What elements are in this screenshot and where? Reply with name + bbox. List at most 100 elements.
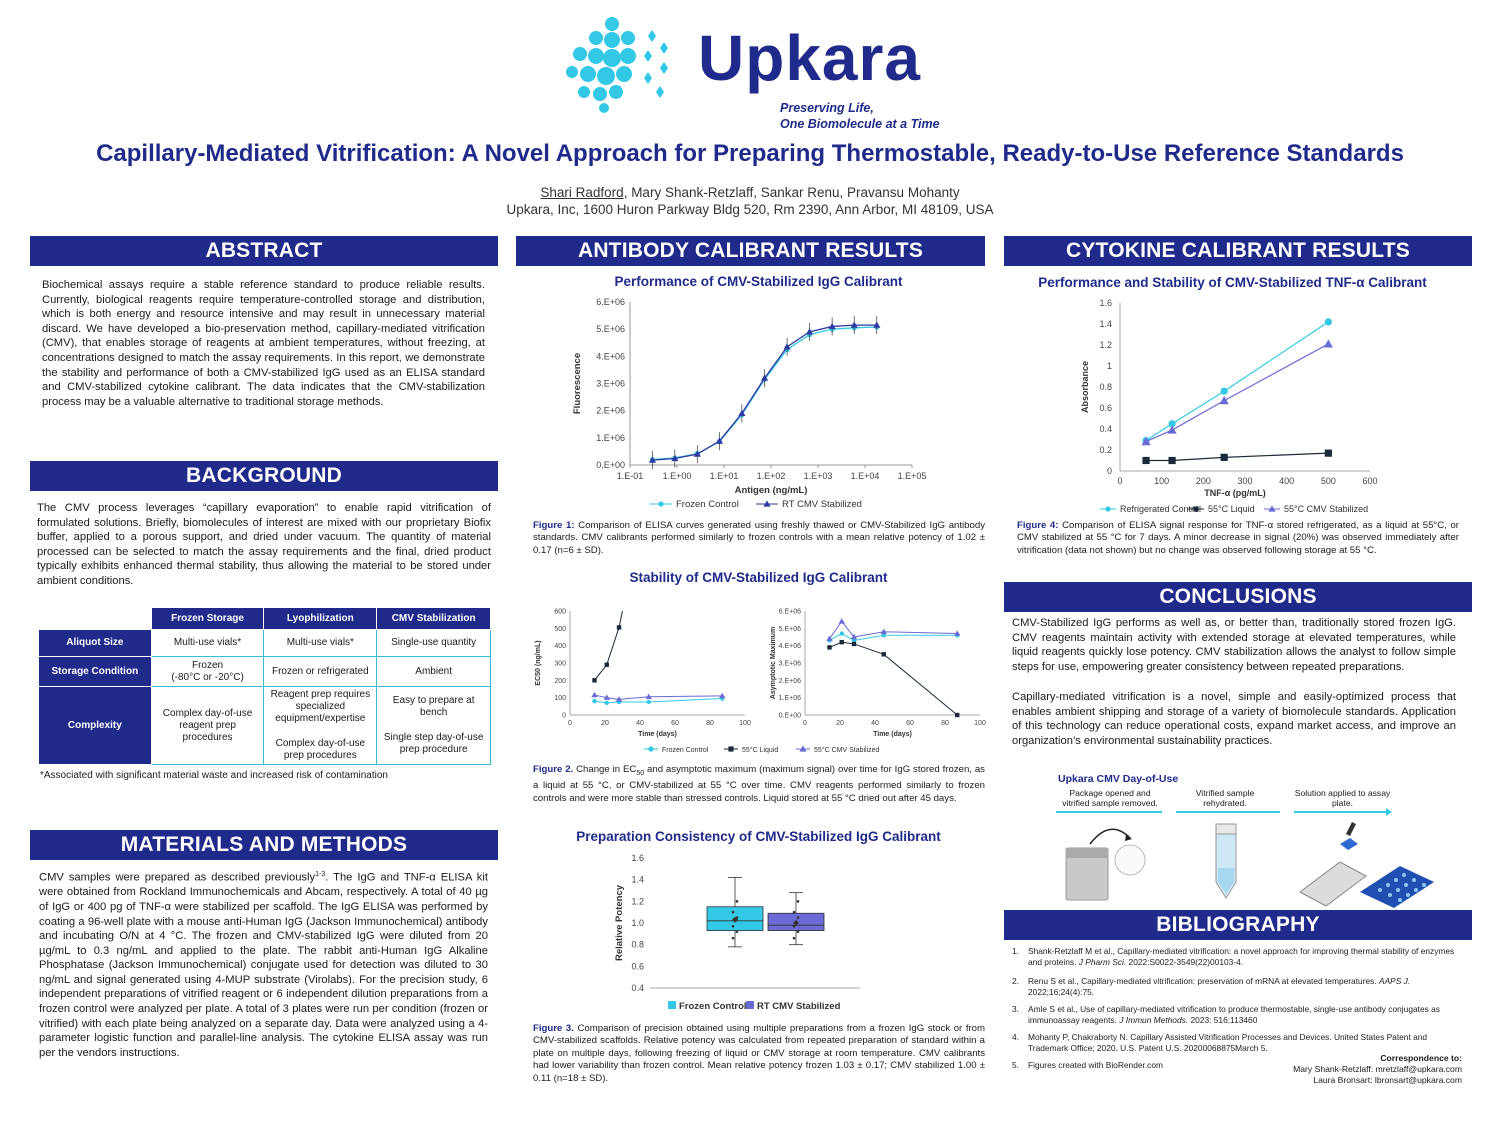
x-tick-label: 40 [871, 720, 879, 727]
workflow-step-3: Solution applied to assay plate. [1294, 788, 1391, 808]
y-tick-label: 3.E+06 [596, 379, 625, 389]
legend-label: RT CMV Stabilized [782, 499, 862, 510]
y-tick-label: 1.2 [631, 896, 644, 906]
y-axis-label: Fluorescence [572, 353, 583, 414]
legend-swatch [668, 1001, 676, 1009]
data-point [1167, 425, 1177, 434]
x-tick-label: 60 [671, 720, 679, 727]
table-cell: Multi-use vials* [263, 629, 378, 657]
ref-text: Renu S et al., Capillary-mediated vitrif… [1028, 976, 1411, 997]
data-point [839, 631, 844, 636]
methods-text-part: . The IgG and TNF-α ELISA kit were obtai… [39, 871, 488, 1059]
fig2-caption: Figure 2. Change in EC50 and asymptotic … [533, 764, 985, 805]
data-point [1324, 318, 1332, 326]
contact-2: Laura Bronsart: lbronsart@upkara.com [1313, 1075, 1462, 1085]
x-tick-label: 100 [974, 720, 986, 727]
data-point [731, 924, 735, 928]
series-1 [648, 316, 881, 470]
data-point [604, 662, 609, 667]
data-point [1324, 449, 1332, 457]
x-tick-label: 600 [1362, 476, 1377, 486]
y-tick-label: 3.E+06 [779, 661, 801, 668]
data-point [1220, 453, 1228, 461]
x-tick-label: 80 [941, 720, 949, 727]
y-tick-label: 0.8 [631, 940, 644, 950]
y-tick-label: 0.6 [1099, 403, 1112, 413]
y-axis-label: Asymptotic Maximum [770, 627, 777, 699]
table-cell: Frozen or refrigerated [263, 656, 378, 687]
y-tick-label: 6.E+06 [596, 297, 625, 307]
y-tick-label: 5.E+06 [779, 626, 801, 633]
brand-name: Upkara [698, 22, 921, 94]
x-tick-label: 40 [636, 720, 644, 727]
fig1-title: Performance of CMV-Stabilized IgG Calibr… [614, 274, 903, 289]
x-tick-label: 20 [601, 720, 609, 727]
fig4-title: Performance and Stability of CMV-Stabili… [1038, 275, 1427, 290]
series-line [829, 620, 958, 640]
y-tick-label: 1.4 [631, 875, 644, 885]
mean-marker [793, 920, 799, 926]
figure-1-chart: 0.E+00 1.E+06 2.E+06 3.E+06 4.E+06 5.E+06 6.E+… [572, 297, 926, 510]
legend-label: 55°C CMV Stabilized [1284, 504, 1368, 514]
x-tick-label: 200 [1196, 476, 1211, 486]
col-frozen-storage: Frozen Storage [150, 607, 265, 630]
series-line [1146, 452, 1329, 462]
antibody-heading: ANTIBODY CALIBRANT RESULTS [516, 236, 985, 266]
y-tick-label: 2.E+06 [779, 678, 801, 685]
data-point [671, 454, 679, 462]
y-axis-label: Relative Potency [614, 884, 625, 961]
data-point [1219, 396, 1229, 405]
data-point [616, 625, 622, 630]
data-point [1105, 506, 1111, 512]
methods-text: CMV samples were prepared as described p… [39, 868, 488, 1060]
bibliography-list: 1. Shank-Retzlaff M et al., Capillary-med… [1012, 946, 1462, 1076]
data-point [646, 699, 651, 705]
table-cell-part: Easy to prepare at bench [392, 695, 475, 718]
data-point [783, 343, 791, 350]
y-tick-label: 1.2 [1099, 340, 1112, 350]
row-label-complexity: Complexity [38, 686, 152, 765]
upkara-logo-mark [566, 17, 668, 113]
cytokine-heading: CYTOKINE CALIBRANT RESULTS [1004, 236, 1472, 266]
x-tick-label: 1.E-01 [617, 471, 644, 481]
table-cell-part: Complex day-of-use prep procedures [275, 738, 366, 761]
data-point [648, 456, 657, 463]
data-point [792, 924, 796, 928]
fig2-caption-text: and asymptotic maximum (maximum signal) … [533, 764, 985, 804]
table-footnote: *Associated with significant material wa… [40, 770, 388, 781]
y-tick-label: 0 [562, 713, 566, 720]
abstract-text: Biochemical assays require a stable refe… [42, 279, 485, 408]
y-tick-label: 0.4 [1099, 424, 1112, 434]
y-tick-label: 1.6 [631, 853, 644, 863]
contact-1: Mary Shank-Retzlaff: mretzlaff@upkara.co… [1293, 1064, 1462, 1074]
series-line [594, 698, 723, 704]
series-line [829, 641, 958, 716]
figure-2-legend: Frozen Control 55°C Liquid 55°C CMV Stabil… [644, 745, 880, 754]
legend-label: Frozen Control [679, 1001, 747, 1012]
data-point [851, 641, 857, 647]
data-point [731, 910, 735, 914]
data-point [881, 652, 886, 657]
x-tick-label: 0 [803, 720, 807, 727]
data-point [1168, 456, 1176, 465]
fig2-caption-text: Change in EC [573, 764, 637, 775]
series-0 [1142, 318, 1332, 445]
series-1 [1142, 449, 1332, 465]
x-tick-label: 1.E+01 [710, 471, 739, 481]
methods-heading: MATERIALS AND METHODS [30, 830, 498, 860]
workflow-illustration [1056, 808, 1434, 908]
ref-text: Amle S et al., Use of capillary-mediated… [1028, 1004, 1440, 1025]
data-point [799, 745, 807, 752]
correspondence-label: Correspondence to: [1380, 1053, 1462, 1063]
data-point [1142, 456, 1150, 465]
fig1-caption-text: Comparison of ELISA curves generated usi… [533, 520, 985, 556]
tagline-line-1: Preserving Life, [780, 101, 874, 115]
y-tick-label: 1.E+06 [596, 433, 625, 443]
fig3-caption-label: Figure 3. [533, 1023, 574, 1034]
y-tick-label: 600 [554, 609, 566, 616]
data-point [592, 678, 597, 683]
series-0 [649, 324, 880, 463]
data-point [591, 691, 598, 698]
table-cell: Single-use quantity [376, 629, 491, 657]
x-tick-label: 1.E+03 [804, 471, 833, 481]
